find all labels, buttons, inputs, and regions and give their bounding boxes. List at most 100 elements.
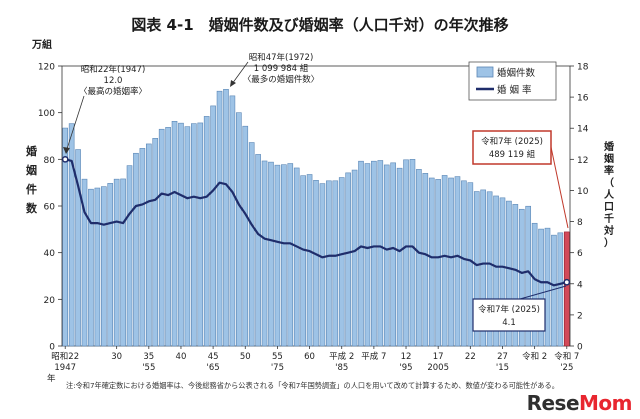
x-tick-label: 50 — [240, 352, 251, 362]
bar — [171, 121, 178, 347]
bar — [158, 128, 165, 347]
annotation-showa22: 昭和22年(1947) 12.0 〈最高の婚姻率〉 — [63, 64, 147, 154]
bar — [300, 175, 306, 347]
bar — [139, 148, 146, 347]
bar — [332, 180, 339, 347]
x-tick-label: 40 — [176, 352, 187, 362]
x-tick-label: 55 — [272, 352, 283, 362]
legend-bar-swatch — [476, 66, 494, 78]
bar — [242, 125, 249, 347]
bar — [113, 178, 120, 347]
bar — [467, 182, 474, 347]
bar — [557, 232, 564, 347]
bar — [371, 160, 377, 347]
bar — [306, 174, 313, 347]
right-axis-label-char: ） — [604, 236, 614, 249]
bar — [126, 165, 133, 347]
annotation-showa47-line3: 〈最多の婚姻件数〉 — [243, 74, 320, 85]
right-tick-label: 12 — [577, 156, 588, 166]
annotation-showa22-line1: 昭和22年(1947) — [81, 64, 146, 75]
bar — [403, 159, 409, 347]
bar — [165, 127, 171, 347]
legend: 婚姻件数 婚 姻 率 — [468, 61, 557, 101]
right-tick-label: 8 — [577, 218, 583, 228]
bar — [358, 160, 364, 347]
bar — [107, 183, 114, 347]
bar — [75, 149, 81, 347]
right-tick-label: 14 — [577, 125, 589, 135]
bar — [210, 105, 216, 347]
left-tick-label: 120 — [38, 63, 55, 73]
right-tick-label: 0 — [577, 343, 583, 353]
x-tick-sublabel: '55 — [142, 363, 155, 373]
bar — [345, 172, 351, 347]
bar — [152, 138, 159, 347]
bar — [216, 90, 223, 347]
bar — [428, 177, 435, 347]
right-axis-label-char: 対 — [603, 224, 614, 237]
right-tick-label: 10 — [577, 187, 589, 197]
bar — [293, 167, 300, 347]
bar — [480, 189, 486, 347]
bar — [383, 164, 390, 347]
left-axis-label-char: 数 — [26, 201, 38, 215]
bar — [100, 186, 107, 347]
right-axis-label-char: 口 — [604, 202, 614, 213]
bar — [274, 164, 281, 347]
x-tick-label: 平成 2 — [329, 351, 354, 362]
bar — [178, 122, 184, 347]
left-axis-label: 婚姻件数 — [26, 144, 38, 215]
bar — [563, 231, 570, 347]
annotation-reiwa7-rate-line1: 令和7年 (2025) — [478, 304, 540, 315]
bar — [236, 112, 242, 347]
right-axis-label-char: 婚 — [604, 140, 614, 153]
right-tick-label: 4 — [577, 280, 583, 290]
bar — [473, 191, 480, 347]
right-axis-label: 婚姻率（人口千対） — [603, 140, 615, 249]
bar — [94, 187, 101, 347]
x-tick-label: 令和 2 — [522, 351, 547, 362]
bar — [255, 154, 261, 347]
bar — [441, 175, 448, 347]
right-axis-label-char: 姻 — [603, 152, 614, 165]
x-tick-label: 30 — [111, 352, 122, 362]
bar — [544, 227, 551, 347]
annotation-reiwa7-count: 令和7年 (2025) 489 119 組 — [472, 130, 569, 229]
bar — [88, 188, 94, 347]
bar — [506, 200, 512, 347]
bar — [184, 126, 191, 347]
bar — [120, 178, 126, 347]
x-tick-sublabel: 2005 — [427, 363, 449, 373]
left-tick-label: 60 — [44, 203, 56, 213]
bar — [512, 204, 519, 347]
annotation-showa22-line2: 12.0 — [104, 76, 123, 86]
line-end-marker — [563, 278, 571, 286]
left-axis-label-char: 姻 — [26, 163, 37, 177]
bar — [493, 195, 499, 347]
left-tick-label: 80 — [44, 156, 56, 166]
x-tick-sublabel: 1947 — [54, 363, 76, 373]
x-tick-label: 令和 7 — [554, 351, 579, 362]
left-tick-label: 40 — [44, 249, 56, 259]
bar — [525, 205, 532, 347]
marriage-rate-line — [64, 158, 568, 287]
left-tick-label: 20 — [44, 296, 56, 306]
left-axis-label-char: 婚 — [26, 144, 37, 158]
bar — [364, 163, 371, 347]
bar — [326, 180, 332, 347]
bar — [518, 208, 525, 347]
bar — [191, 123, 197, 347]
bar — [461, 180, 467, 347]
annotation-showa47-arrowhead — [230, 80, 236, 87]
annotation-showa47-arrow — [231, 61, 249, 85]
annotation-showa47: 昭和47年(1972) 1 099 984 組 〈最多の婚姻件数〉 — [230, 52, 319, 87]
annotation-reiwa7-count-line1: 令和7年 (2025) — [481, 136, 543, 147]
bar — [261, 160, 268, 347]
bar — [435, 179, 441, 347]
bar — [133, 152, 139, 347]
right-tick-label: 2 — [577, 311, 583, 321]
x-tick-sublabel: '25 — [560, 363, 573, 373]
bar — [448, 177, 454, 347]
left-tick-label: 0 — [49, 343, 55, 353]
